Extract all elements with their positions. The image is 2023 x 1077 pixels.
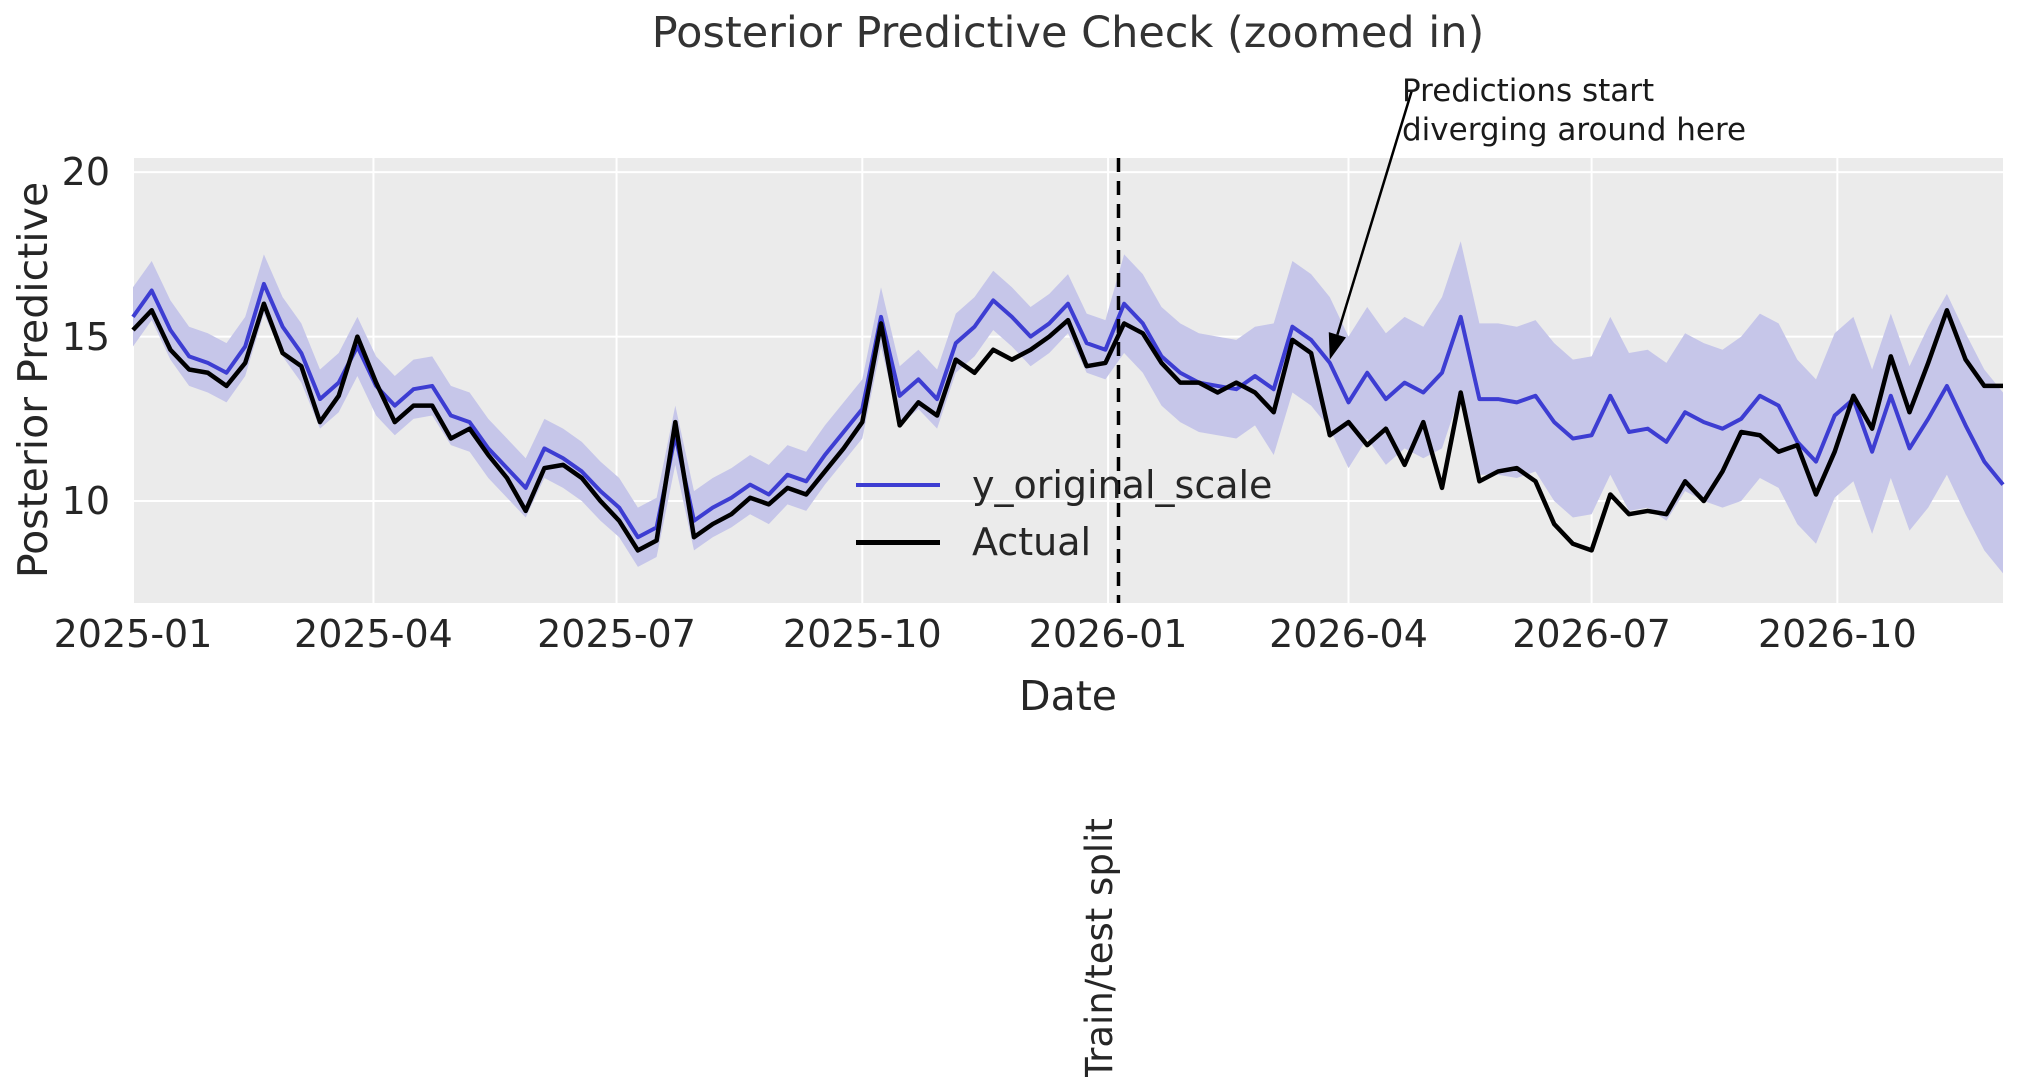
x-tick-label: 2026-01 bbox=[1028, 612, 1188, 656]
y-tick-label: 15 bbox=[61, 314, 110, 359]
x-axis-label: Date bbox=[1019, 672, 1117, 720]
legend-label-actual: Actual bbox=[972, 520, 1092, 564]
actual-line bbox=[131, 301, 2003, 553]
legend: y_original_scale Actual bbox=[856, 460, 1272, 574]
annotation-arrow-line bbox=[1336, 89, 1414, 336]
prediction-line-swatch bbox=[856, 483, 940, 487]
legend-label-prediction: y_original_scale bbox=[972, 463, 1273, 507]
annotation-line-1: Predictions start bbox=[1402, 73, 1655, 109]
legend-item-actual: Actual bbox=[856, 517, 1272, 567]
prediction-line bbox=[131, 281, 2005, 540]
x-tick-label: 2026-10 bbox=[1757, 612, 1917, 656]
train-test-split-label: Train/test split bbox=[1078, 818, 1121, 1077]
y-tick-label: 20 bbox=[61, 150, 110, 195]
annotation-text: Predictions start diverging around here bbox=[1402, 72, 1746, 150]
x-tick-label: 2026-07 bbox=[1512, 612, 1671, 656]
x-tick-label: 2026-04 bbox=[1269, 612, 1428, 656]
legend-item-prediction: y_original_scale bbox=[856, 460, 1272, 510]
x-tick-label: 2025-04 bbox=[294, 612, 453, 656]
annotation-line-2: diverging around here bbox=[1402, 112, 1747, 148]
chart-title: Posterior Predictive Check (zoomed in) bbox=[651, 8, 1485, 58]
x-tick-label: 2025-07 bbox=[537, 612, 696, 656]
x-tick-label: 2025-10 bbox=[782, 612, 942, 656]
annotation-arrow-head bbox=[1328, 332, 1346, 360]
y-tick-label: 10 bbox=[61, 479, 110, 524]
actual-line-swatch bbox=[856, 539, 940, 545]
x-tick-label: 2025-01 bbox=[53, 612, 213, 656]
